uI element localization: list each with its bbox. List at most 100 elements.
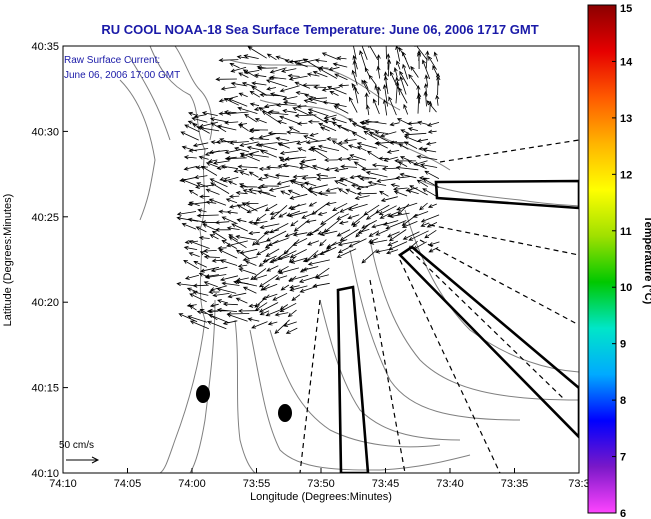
current-vector (231, 223, 248, 232)
current-vector (348, 96, 358, 113)
current-vector (183, 259, 199, 270)
current-vector (226, 313, 248, 322)
current-vector (336, 213, 349, 220)
current-vector (297, 121, 308, 126)
current-vector (354, 195, 370, 200)
current-vector (387, 231, 400, 238)
current-vector (375, 249, 389, 254)
current-vector (364, 119, 387, 125)
current-vector (421, 59, 431, 80)
current-vector (286, 130, 309, 135)
current-vector (199, 266, 219, 273)
current-vector (353, 85, 359, 104)
current-vector (427, 129, 437, 134)
current-vector (375, 229, 389, 236)
y-tick-label: 40:15 (31, 383, 59, 395)
current-vector (416, 138, 429, 143)
plot-background (63, 46, 579, 473)
current-vector (208, 149, 228, 155)
current-vector (351, 69, 358, 86)
current-vector (219, 176, 231, 181)
current-vector (426, 122, 440, 127)
current-vector (241, 202, 258, 212)
current-vector (288, 126, 300, 133)
current-vector (221, 216, 238, 225)
current-vector (189, 320, 209, 330)
current-vector (199, 194, 210, 199)
current-vector (280, 190, 291, 196)
current-vector (235, 234, 257, 241)
current-vector (315, 274, 329, 280)
current-vector (389, 122, 400, 127)
current-vector (324, 167, 338, 172)
current-vector (383, 75, 389, 95)
y-tick-label: 40:30 (31, 126, 59, 138)
current-vector (288, 274, 309, 282)
current-vector (383, 156, 398, 162)
annotation-line-1: Raw Surface Current: (64, 55, 161, 66)
current-vector (361, 79, 371, 95)
current-vector (265, 248, 280, 257)
current-vector (332, 62, 348, 68)
current-vector (206, 320, 227, 330)
current-vector (242, 286, 257, 294)
sampling-boxes (336, 179, 579, 473)
current-vector (189, 305, 197, 311)
current-vector (376, 177, 399, 183)
current-vector (228, 98, 248, 107)
colorbar-tick-label: 14 (620, 56, 633, 68)
current-vector (403, 135, 419, 143)
current-vector (237, 164, 258, 169)
current-vector (262, 255, 277, 263)
current-vector (253, 73, 267, 78)
x-tick-label: 74:00 (178, 478, 206, 490)
current-vector (361, 46, 368, 60)
current-vector (298, 162, 318, 170)
current-vector (196, 213, 219, 218)
current-vector (258, 166, 270, 172)
y-tick-label: 40:10 (31, 468, 59, 480)
current-vector (212, 160, 230, 165)
current-vector (257, 66, 278, 71)
current-vector (324, 157, 338, 163)
current-vector (247, 317, 260, 322)
current-vector (188, 148, 209, 153)
current-vector (393, 190, 408, 197)
current-vector (374, 130, 389, 135)
radar-radials (299, 139, 579, 473)
current-vector (184, 124, 200, 133)
current-vector (345, 188, 357, 195)
current-vector (307, 111, 328, 124)
current-vector (348, 118, 357, 124)
current-vector (337, 240, 360, 247)
current-vector (376, 54, 381, 69)
current-vector (279, 302, 297, 313)
current-vector (394, 158, 417, 163)
current-vector (375, 142, 388, 149)
current-vector (236, 204, 250, 212)
current-vector (334, 180, 347, 187)
current-vector (369, 239, 388, 245)
current-vector (331, 117, 347, 124)
current-vector (331, 140, 349, 151)
y-axis-ticks: 40:10 40:15 40:20 40:25 40:30 40:35 (31, 41, 68, 480)
current-vector (249, 127, 269, 132)
x-tick-label: 74:05 (114, 478, 142, 490)
current-vector (196, 125, 220, 132)
current-vector (368, 132, 390, 143)
current-vector (198, 155, 209, 160)
current-vector (299, 183, 318, 196)
y-tick-label: 40:35 (31, 41, 59, 53)
current-vector (215, 77, 237, 82)
current-vector (284, 231, 298, 238)
current-vector (299, 285, 318, 293)
current-vector (359, 50, 367, 71)
current-vector (210, 182, 230, 194)
current-vector (290, 220, 299, 227)
current-vector (304, 181, 317, 187)
current-vector (334, 167, 349, 173)
current-vector (397, 203, 410, 216)
current-vector (291, 179, 309, 185)
current-vector (238, 92, 248, 98)
current-vector (349, 154, 367, 161)
